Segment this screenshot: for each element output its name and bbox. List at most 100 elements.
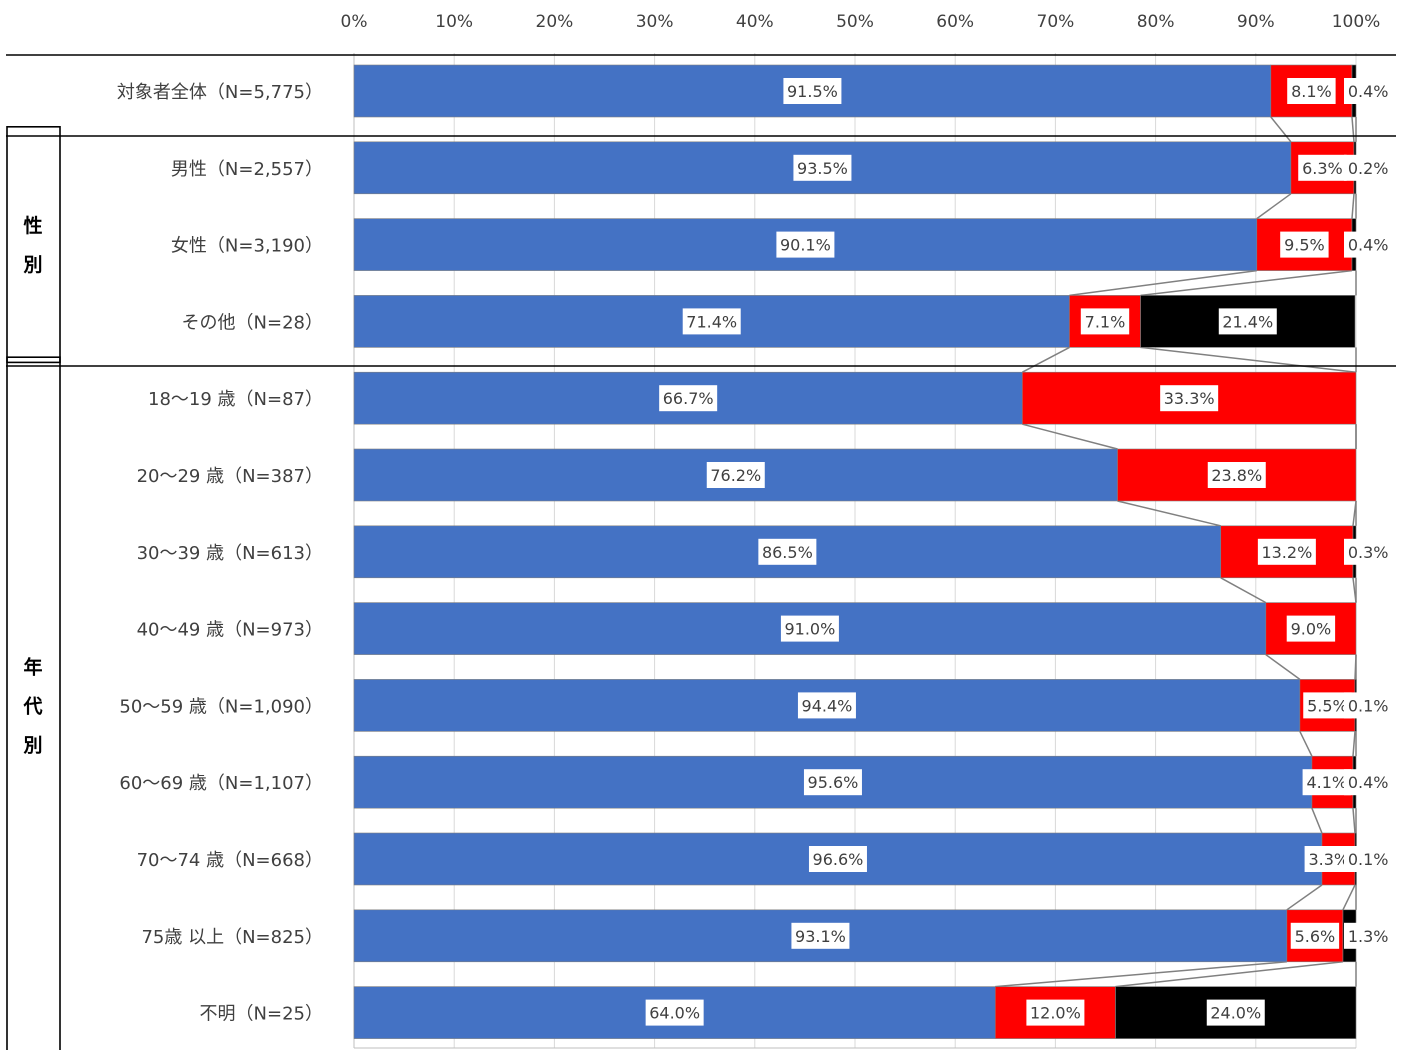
data-label: 90.1% — [776, 231, 835, 258]
category-label: 60～69 歳（N=1,107） — [119, 773, 323, 794]
series-connector — [1220, 577, 1267, 604]
data-label-text: 12.0% — [1030, 1004, 1081, 1023]
data-label-box — [758, 538, 817, 565]
series-connector — [1351, 116, 1355, 142]
category-label: 男性（N=2,557） — [171, 159, 323, 180]
data-label: 91.0% — [780, 615, 839, 642]
series-connector — [1265, 653, 1301, 681]
category-label: 30～39 歳（N=613） — [137, 543, 323, 564]
data-label-box — [1207, 462, 1266, 488]
group-label-char: 代 — [22, 695, 42, 717]
data-label: 64.0% — [645, 999, 704, 1026]
data-label-box — [1344, 922, 1393, 949]
category-label: 対象者全体（N=5,775） — [117, 82, 323, 103]
data-label: 5.6% — [1290, 922, 1340, 949]
data-label: 6.3% — [1298, 154, 1347, 181]
data-label-text: 66.7% — [663, 389, 714, 408]
series-connector — [995, 961, 1287, 988]
data-label-text: 21.4% — [1222, 312, 1273, 331]
x-tick-label: 30% — [636, 12, 674, 32]
data-label: 8.1% — [1287, 78, 1336, 104]
data-label-box — [776, 231, 835, 258]
data-label-text: 23.8% — [1211, 466, 1262, 485]
data-label-text: 93.5% — [797, 159, 848, 178]
data-label-box — [1344, 538, 1393, 565]
data-label: 96.6% — [808, 846, 867, 872]
data-label-box — [780, 615, 839, 642]
data-label-text: 64.0% — [649, 1004, 700, 1023]
x-axis-ticks: 0% 10% 20% 30% 40% 50% 60% 70% 80% 90% 100% — [341, 12, 1381, 32]
group-label-char: 別 — [23, 254, 42, 276]
data-label: 5.5% — [1303, 692, 1352, 719]
data-label-text: 5.5% — [1307, 696, 1348, 715]
category-label: その他（N=28） — [182, 312, 323, 333]
series-connector — [1286, 884, 1323, 911]
x-tick-label: 100% — [1332, 12, 1381, 32]
data-label-text: 96.6% — [813, 850, 864, 869]
data-label: 4.1% — [1302, 769, 1351, 796]
data-label: 94.4% — [797, 692, 856, 719]
x-tick-label: 70% — [1037, 12, 1075, 32]
series-connector — [1140, 346, 1357, 373]
category-label: 不明（N=25） — [200, 1004, 323, 1025]
category-label: 女性（N=3,190） — [171, 236, 323, 257]
data-label-text: 9.5% — [1284, 236, 1325, 255]
data-label-box — [1302, 769, 1351, 796]
category-label: 70～74 歳（N=668） — [137, 850, 323, 871]
series-connector — [1352, 731, 1356, 757]
data-label: 86.5% — [758, 538, 817, 565]
data-label-box — [803, 769, 862, 796]
group-label-char: 性 — [23, 214, 42, 237]
data-label: 0.4% — [1344, 231, 1393, 258]
data-label-box — [793, 154, 852, 181]
data-label-text: 5.6% — [1295, 927, 1336, 946]
data-label-box — [797, 692, 856, 719]
series-connector — [1256, 193, 1292, 220]
series-connector — [1351, 193, 1355, 219]
data-label: 12.0% — [1026, 999, 1085, 1026]
data-label-box — [682, 308, 741, 335]
data-label-text: 91.5% — [787, 82, 838, 101]
data-label: 33.3% — [1160, 385, 1219, 412]
x-tick-label: 60% — [936, 12, 974, 32]
data-label-box — [1303, 692, 1352, 719]
x-tick-label: 40% — [736, 12, 774, 32]
series-connector — [1342, 884, 1356, 911]
x-tick-label: 20% — [536, 12, 574, 32]
data-label: 21.4% — [1218, 308, 1277, 335]
data-label-box — [1218, 308, 1277, 335]
category-label: 40～49 歳（N=973） — [137, 620, 323, 641]
data-label-box — [1344, 154, 1393, 181]
data-label-box — [1257, 538, 1316, 565]
data-label-box — [1080, 308, 1130, 335]
data-label: 71.4% — [682, 308, 741, 335]
data-label-text: 3.3% — [1308, 850, 1349, 869]
data-label-text: 94.4% — [802, 696, 853, 715]
category-label: 20～29 歳（N=387） — [137, 466, 323, 487]
data-label-box — [808, 846, 867, 872]
data-label-box — [645, 999, 704, 1026]
data-label-box — [1344, 692, 1393, 719]
data-label-text: 33.3% — [1164, 389, 1215, 408]
data-label: 91.5% — [783, 78, 842, 104]
data-label-text: 71.4% — [686, 312, 737, 331]
data-label: 24.0% — [1206, 999, 1265, 1026]
x-tick-label: 80% — [1137, 12, 1175, 32]
data-label-text: 4.1% — [1306, 773, 1347, 792]
data-label-text: 95.6% — [808, 773, 859, 792]
data-label: 23.8% — [1207, 462, 1266, 488]
data-label: 9.0% — [1286, 615, 1336, 642]
series-connector — [1140, 269, 1353, 297]
data-label: 0.4% — [1344, 769, 1393, 796]
data-label-text: 9.0% — [1291, 620, 1332, 639]
x-tick-label: 90% — [1237, 12, 1275, 32]
series-connector — [1022, 423, 1118, 450]
data-label-box — [1280, 231, 1329, 258]
data-label-text: 6.3% — [1302, 159, 1343, 178]
x-tick-label: 0% — [341, 12, 368, 32]
data-label-box — [1344, 231, 1393, 258]
data-label-box — [1286, 615, 1336, 642]
series-connector — [1069, 269, 1257, 297]
